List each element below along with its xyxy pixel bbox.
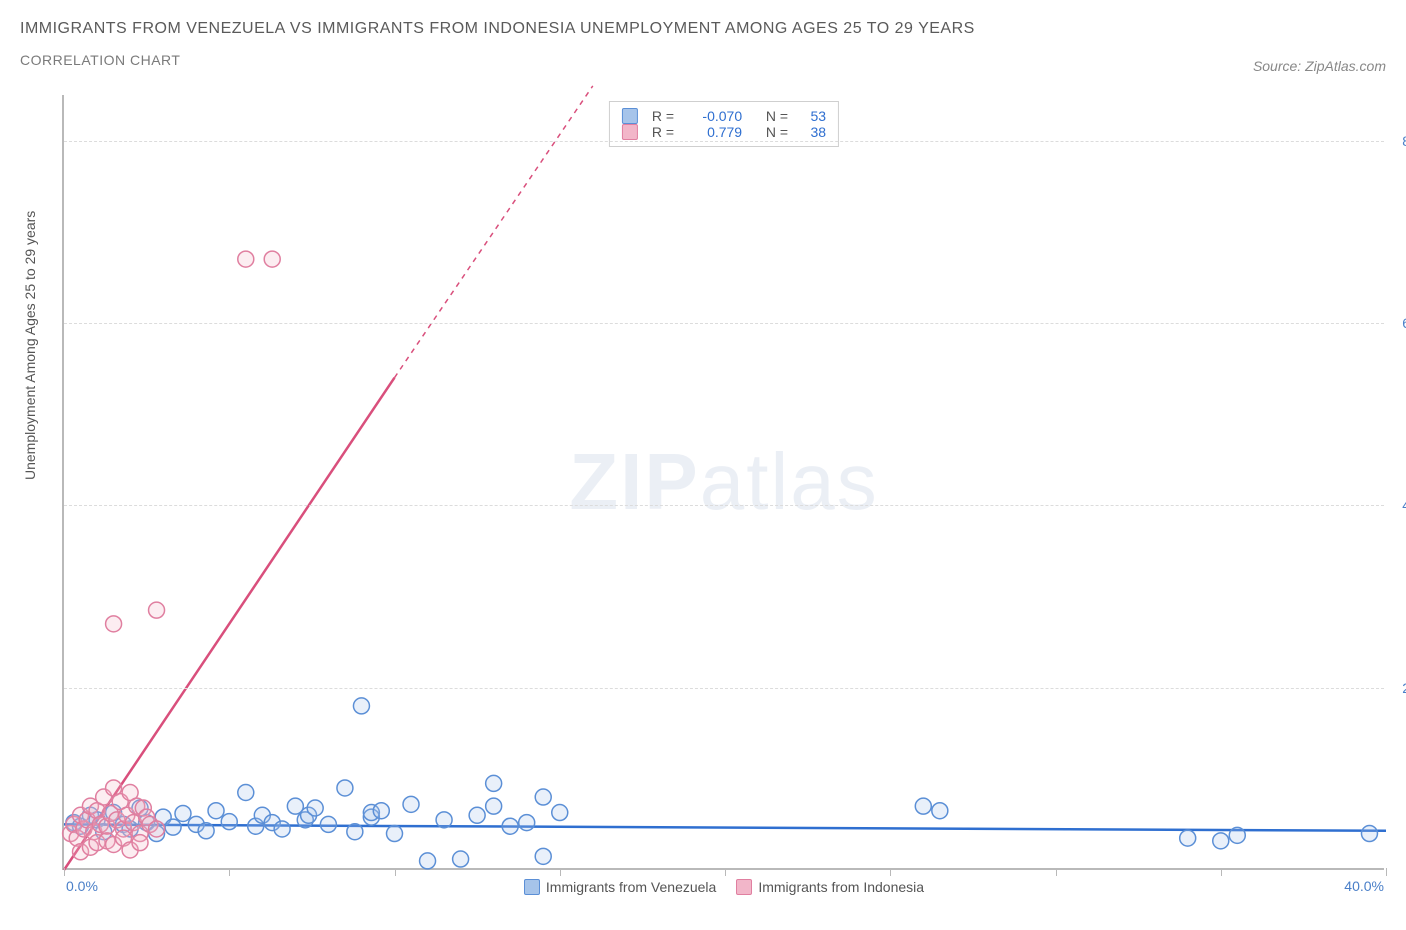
x-tick-mark	[725, 868, 726, 876]
grid-line	[64, 323, 1384, 324]
chart-title: IMMIGRANTS FROM VENEZUELA VS IMMIGRANTS …	[20, 20, 1386, 38]
x-tick-mark	[64, 868, 65, 876]
grid-line	[64, 141, 1384, 142]
r-value-venezuela: -0.070	[682, 108, 742, 124]
grid-line	[64, 505, 1384, 506]
n-label: N =	[766, 108, 788, 124]
y-axis-label: Unemployment Among Ages 25 to 29 years	[22, 211, 38, 480]
legend-label: Immigrants from Indonesia	[758, 879, 924, 895]
legend-label: Immigrants from Venezuela	[546, 879, 716, 895]
n-label: N =	[766, 124, 788, 140]
grid-line	[64, 688, 1384, 689]
x-tick-mark	[890, 868, 891, 876]
scatter-plot-svg	[64, 95, 1384, 868]
x-tick-mark	[560, 868, 561, 876]
source-attribution: Source: ZipAtlas.com	[1253, 58, 1386, 74]
y-tick-label: 40.0%	[1402, 497, 1406, 513]
n-value-indonesia: 38	[796, 124, 826, 140]
legend-swatch-venezuela	[622, 108, 638, 124]
legend-swatch	[524, 879, 540, 895]
legend-swatch-indonesia	[622, 124, 638, 140]
legend-swatch	[736, 879, 752, 895]
bottom-legend: Immigrants from Venezuela Immigrants from…	[64, 879, 1384, 898]
r-value-indonesia: 0.779	[682, 124, 742, 140]
legend-row-venezuela: R = -0.070 N = 53	[622, 108, 826, 124]
r-label: R =	[652, 108, 674, 124]
x-tick-mark	[229, 868, 230, 876]
x-axis-max: 40.0%	[1344, 878, 1384, 894]
x-tick-mark	[1221, 868, 1222, 876]
legend-item: Immigrants from Indonesia	[736, 879, 924, 895]
y-tick-label: 80.0%	[1402, 133, 1406, 149]
x-tick-mark	[395, 868, 396, 876]
legend-item: Immigrants from Venezuela	[524, 879, 716, 895]
r-label: R =	[652, 124, 674, 140]
chart-plot-area: ZIPatlas R = -0.070 N = 53 R = 0.779 N =…	[62, 95, 1384, 870]
y-tick-label: 60.0%	[1402, 315, 1406, 331]
chart-subtitle: CORRELATION CHART	[20, 52, 1386, 68]
x-tick-mark	[1056, 868, 1057, 876]
x-axis-min: 0.0%	[66, 878, 98, 894]
y-tick-label: 20.0%	[1402, 680, 1406, 696]
legend-row-indonesia: R = 0.779 N = 38	[622, 124, 826, 140]
x-tick-mark	[1386, 868, 1387, 876]
n-value-venezuela: 53	[796, 108, 826, 124]
